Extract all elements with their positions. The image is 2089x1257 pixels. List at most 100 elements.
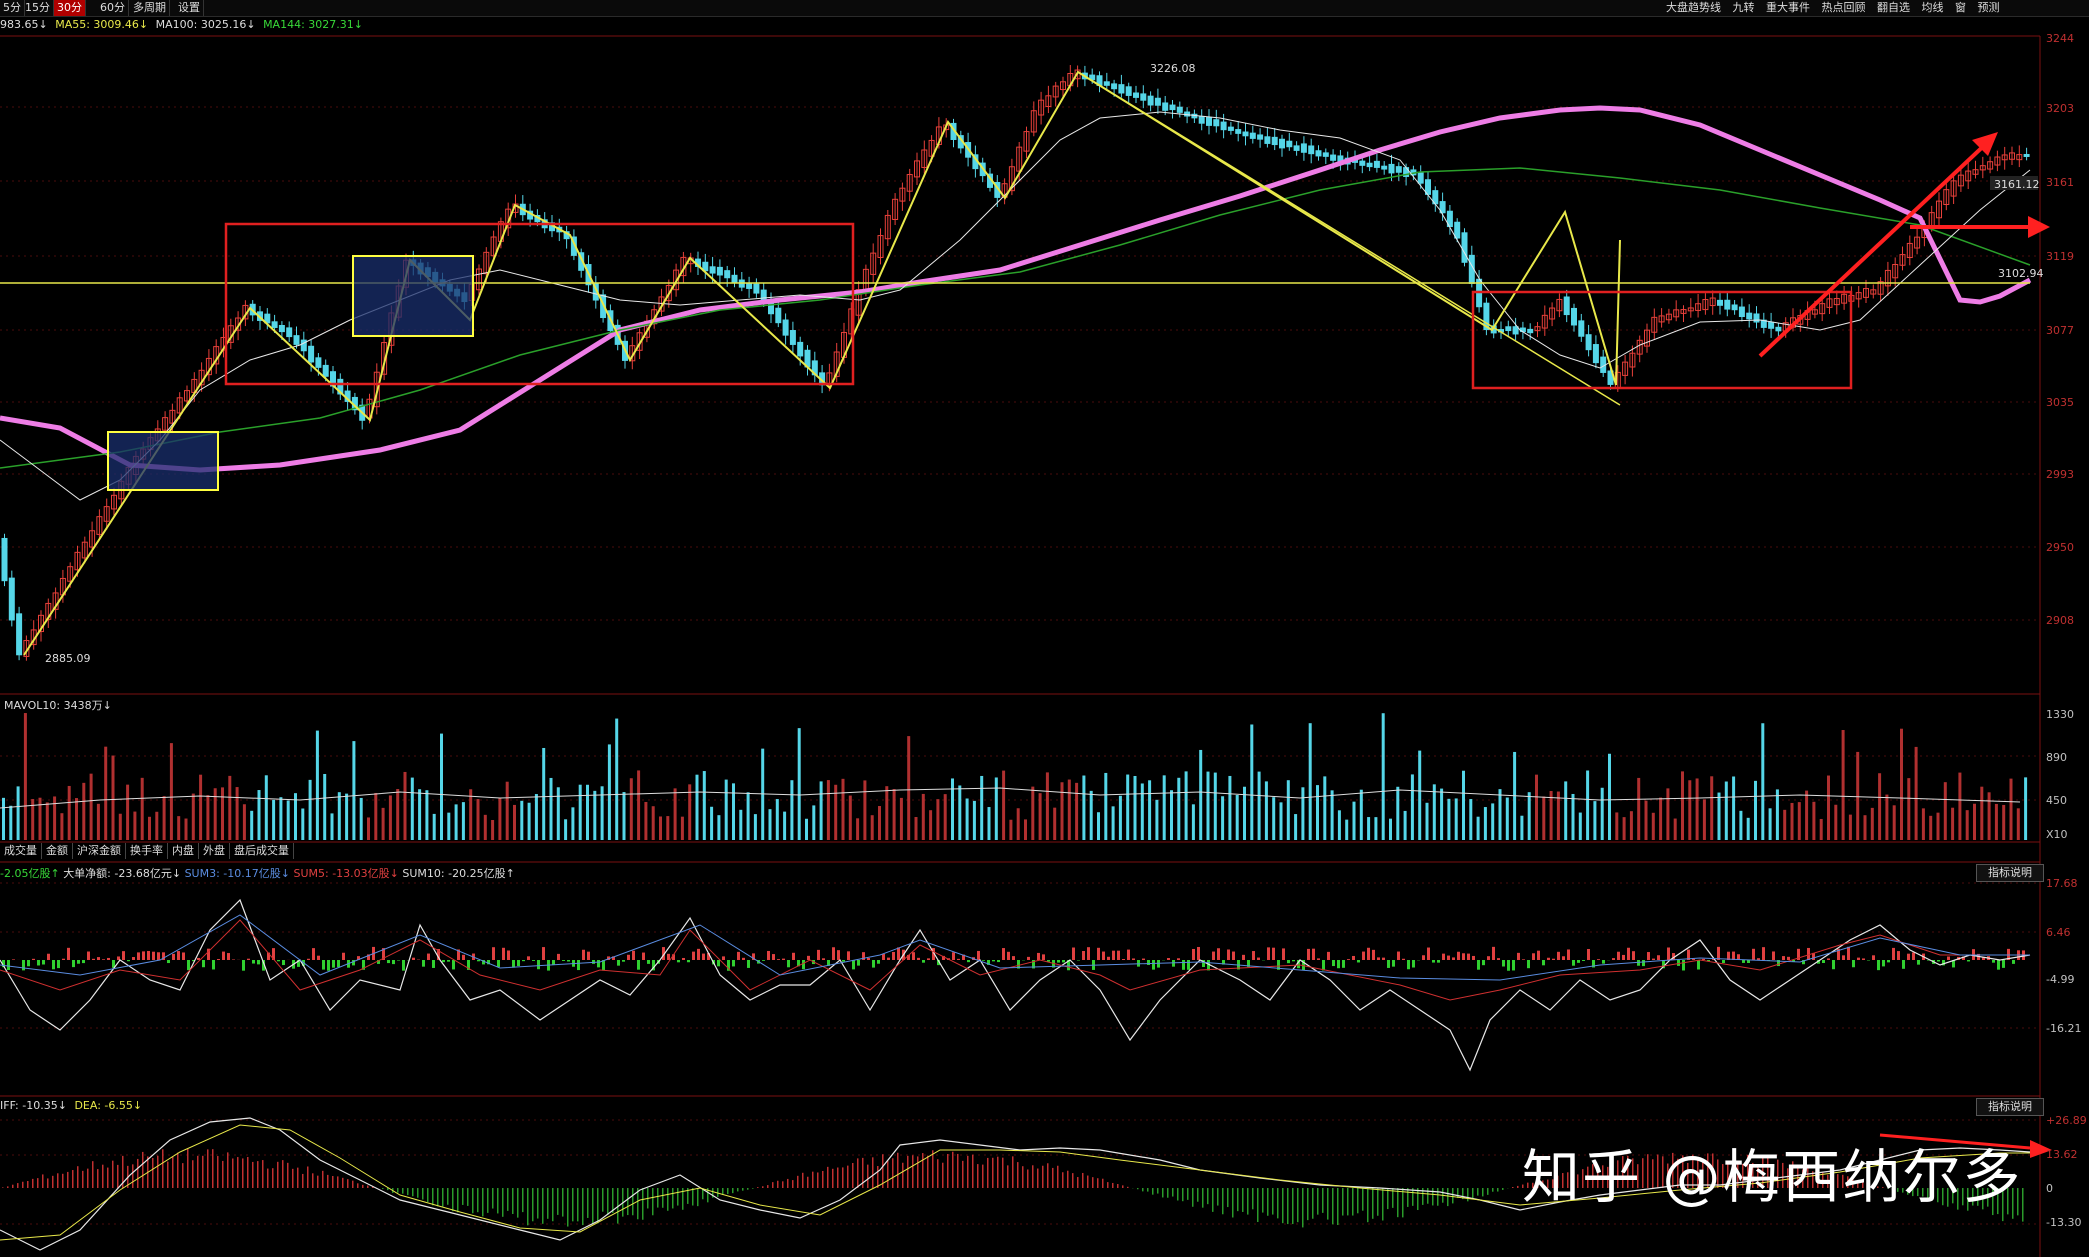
fund-flow-bar xyxy=(1302,960,1305,971)
fund-flow-bar xyxy=(697,948,700,960)
tab-after-hours[interactable]: 盘后成交量 xyxy=(230,843,294,859)
period-5min-button[interactable]: 5分 xyxy=(0,0,25,16)
volume-bar xyxy=(118,813,122,840)
volume-bar xyxy=(1973,803,1976,840)
volume-bar xyxy=(1812,801,1816,840)
tab-sh-sz-amount[interactable]: 沪深金额 xyxy=(73,843,126,859)
candle-body xyxy=(111,494,117,510)
fund-flow-sum10: SUM10: -20.25亿股↑ xyxy=(402,867,515,880)
fund-flow-bar xyxy=(47,953,50,960)
candle-body xyxy=(169,409,176,424)
macd-bar xyxy=(452,1188,454,1212)
macd-bar xyxy=(902,1162,904,1188)
fund-flow-bar xyxy=(107,957,110,960)
volume-bar xyxy=(272,799,276,840)
period-15min-button[interactable]: 15分 xyxy=(22,0,54,16)
fund-flow-bar xyxy=(897,947,900,960)
macd-bar xyxy=(487,1188,489,1213)
fund-flow-bar xyxy=(1367,947,1370,960)
fund-flow-bar xyxy=(907,954,910,960)
candle-body xyxy=(1038,99,1045,116)
macd-bar xyxy=(1332,1188,1334,1225)
macd-bar xyxy=(752,1188,754,1189)
fund-flow-bar xyxy=(1897,951,1900,960)
macd-bar xyxy=(342,1177,344,1188)
fund-flow-bar xyxy=(1577,960,1580,963)
fund-flow-bar xyxy=(942,955,945,960)
candle-body xyxy=(1841,293,1848,304)
macd-bar xyxy=(1977,1188,1979,1206)
volume-bar xyxy=(264,775,268,840)
macd-bar xyxy=(1157,1188,1159,1194)
fund-flow-bar xyxy=(1152,960,1155,970)
tab-inner[interactable]: 内盘 xyxy=(168,843,199,859)
period-30min-button[interactable]: 30分 xyxy=(54,0,86,16)
volume-bar xyxy=(1009,819,1013,840)
tab-outer[interactable]: 外盘 xyxy=(199,843,230,859)
tab-volume[interactable]: 成交量 xyxy=(0,843,42,859)
macd-bar xyxy=(1097,1178,1099,1188)
macd-bar xyxy=(1177,1188,1179,1201)
macd-bar xyxy=(1877,1186,1879,1188)
volume-bar xyxy=(1878,773,1882,840)
volume-bar xyxy=(1637,777,1641,840)
trendline-toggle[interactable]: 大盘趋势线 xyxy=(1666,1,1721,14)
fund-flow-bar xyxy=(1992,960,1995,963)
macd-bar xyxy=(712,1188,714,1198)
volume-bar xyxy=(885,786,889,840)
fund-flow-bar xyxy=(177,951,180,960)
tab-amount[interactable]: 金额 xyxy=(42,843,73,859)
candle-body xyxy=(96,516,103,535)
fund-flow-bar xyxy=(747,960,750,968)
macd-bar xyxy=(877,1165,879,1188)
macd-bar xyxy=(767,1185,769,1188)
volume-bar xyxy=(1724,781,1728,840)
nine-turn-toggle[interactable]: 九转 xyxy=(1732,1,1755,14)
macd-bar xyxy=(1307,1188,1309,1221)
tab-turnover[interactable]: 换手率 xyxy=(126,843,168,859)
multi-period-button[interactable]: 多周期 xyxy=(130,0,170,16)
settings-button[interactable]: 设置 xyxy=(175,0,204,16)
volume-bar xyxy=(994,777,998,840)
macd-bar xyxy=(562,1188,564,1217)
candle-body xyxy=(322,364,329,377)
volume-bar xyxy=(1155,799,1159,840)
fund-flow-bar xyxy=(1327,951,1330,960)
macd-bar xyxy=(1777,1159,1779,1188)
macd-bar xyxy=(1402,1188,1404,1218)
volume-bar xyxy=(1213,772,1217,840)
watchlist-toggle[interactable]: 翻自选 xyxy=(1877,1,1910,14)
macd-bar xyxy=(1782,1162,1784,1188)
fund-flow-bar xyxy=(147,950,150,960)
fund-flow-bar xyxy=(1057,960,1060,963)
volume-bar xyxy=(374,792,378,840)
volume-axis-label: 1330 xyxy=(2046,708,2074,721)
macd-explain-button[interactable]: 指标说明 xyxy=(1976,1098,2044,1116)
hotspot-review-toggle[interactable]: 热点回顾 xyxy=(1821,1,1866,14)
macd-bar xyxy=(1252,1188,1254,1210)
candle-body xyxy=(1140,93,1147,101)
fund-flow-explain-button[interactable]: 指标说明 xyxy=(1976,864,2044,882)
volume-bar xyxy=(1790,802,1794,840)
candle-body xyxy=(1125,86,1132,96)
macd-bar xyxy=(1112,1182,1114,1188)
volume-bar xyxy=(242,804,246,840)
macd-bar xyxy=(1242,1188,1244,1212)
candle-body xyxy=(308,345,315,363)
fund-flow-a: -2.05亿股↑ xyxy=(0,867,60,880)
macd-bar xyxy=(1962,1188,1964,1206)
volume-bar xyxy=(1994,803,1998,840)
volume-bar xyxy=(23,713,27,840)
candle-body xyxy=(67,566,74,582)
ma-toggle[interactable]: 均线 xyxy=(1921,1,1944,14)
macd-bar xyxy=(992,1157,994,1188)
candle-body xyxy=(1972,169,1979,175)
window-toggle[interactable]: 窗 xyxy=(1955,1,1966,14)
period-60min-button[interactable]: 60分 xyxy=(97,0,129,16)
forecast-toggle[interactable]: 预测 xyxy=(1977,1,2000,14)
macd-bar xyxy=(1117,1183,1119,1188)
major-events-toggle[interactable]: 重大事件 xyxy=(1766,1,1810,14)
macd-bar xyxy=(237,1157,239,1188)
candle-body xyxy=(921,149,928,168)
